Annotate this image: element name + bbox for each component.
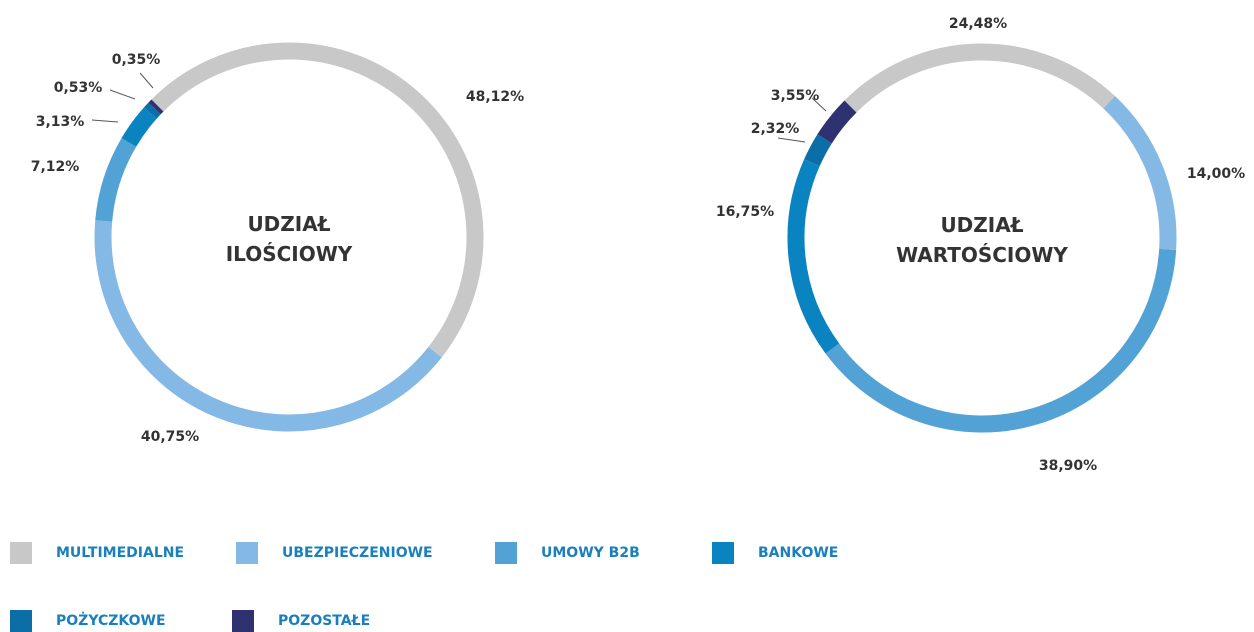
leader-line [139, 72, 154, 89]
donut-segment [804, 134, 832, 167]
center-title: UDZIAŁ ILOŚCIOWY [225, 212, 353, 266]
donut-segment [95, 138, 137, 222]
legend-label: UMOWY B2B [541, 545, 640, 561]
value-label: 40,75% [141, 429, 199, 445]
legend-item: POŻYCZKOWE [10, 610, 166, 632]
leader-line [109, 89, 136, 100]
donut-segment [817, 100, 857, 144]
legend-label: MULTIMEDIALNE [56, 545, 185, 561]
legend-swatch [236, 542, 258, 564]
donut-segment [825, 248, 1177, 433]
legend-label: POŻYCZKOWE [56, 613, 166, 629]
donut-segment [94, 220, 442, 432]
leader-line [91, 119, 119, 123]
value-label: 2,32% [751, 121, 800, 137]
donut-segment [148, 99, 164, 115]
legend-swatch [10, 542, 32, 564]
leader-line [777, 137, 806, 143]
legend-item: BANKOWE [712, 542, 838, 564]
value-label: 24,48% [949, 16, 1007, 32]
legend-item: UBEZPIECZENIOWE [236, 542, 433, 564]
donut-segment [144, 102, 161, 119]
legend-item: MULTIMEDIALNE [10, 542, 184, 564]
donut-segment [787, 159, 840, 354]
value-label: 7,12% [31, 159, 80, 175]
donut-segment [151, 42, 484, 358]
value-label: 16,75% [716, 204, 774, 220]
legend-label: UBEZPIECZENIOWE [282, 545, 433, 561]
value-label: 38,90% [1039, 458, 1097, 474]
legend-label: POZOSTAŁE [278, 613, 371, 629]
legend-label: BANKOWE [758, 545, 839, 561]
donut-segment [844, 43, 1115, 113]
legend-swatch [232, 610, 254, 632]
legend-item: POZOSTAŁE [232, 610, 370, 632]
center-title: UDZIAŁ WARTOŚCIOWY [896, 213, 1068, 267]
leader-line [811, 97, 827, 112]
value-label: 48,12% [466, 89, 524, 105]
value-label: 0,53% [54, 80, 103, 96]
donut-segment [1103, 96, 1177, 250]
value-label: 14,00% [1187, 166, 1245, 182]
legend-swatch [712, 542, 734, 564]
value-label: 3,13% [36, 114, 85, 130]
value-label: 3,55% [771, 88, 820, 104]
legend-swatch [10, 610, 32, 632]
value-label: 0,35% [112, 52, 161, 68]
legend-item: UMOWY B2B [495, 542, 640, 564]
donut-segment [121, 107, 157, 147]
legend-swatch [495, 542, 517, 564]
